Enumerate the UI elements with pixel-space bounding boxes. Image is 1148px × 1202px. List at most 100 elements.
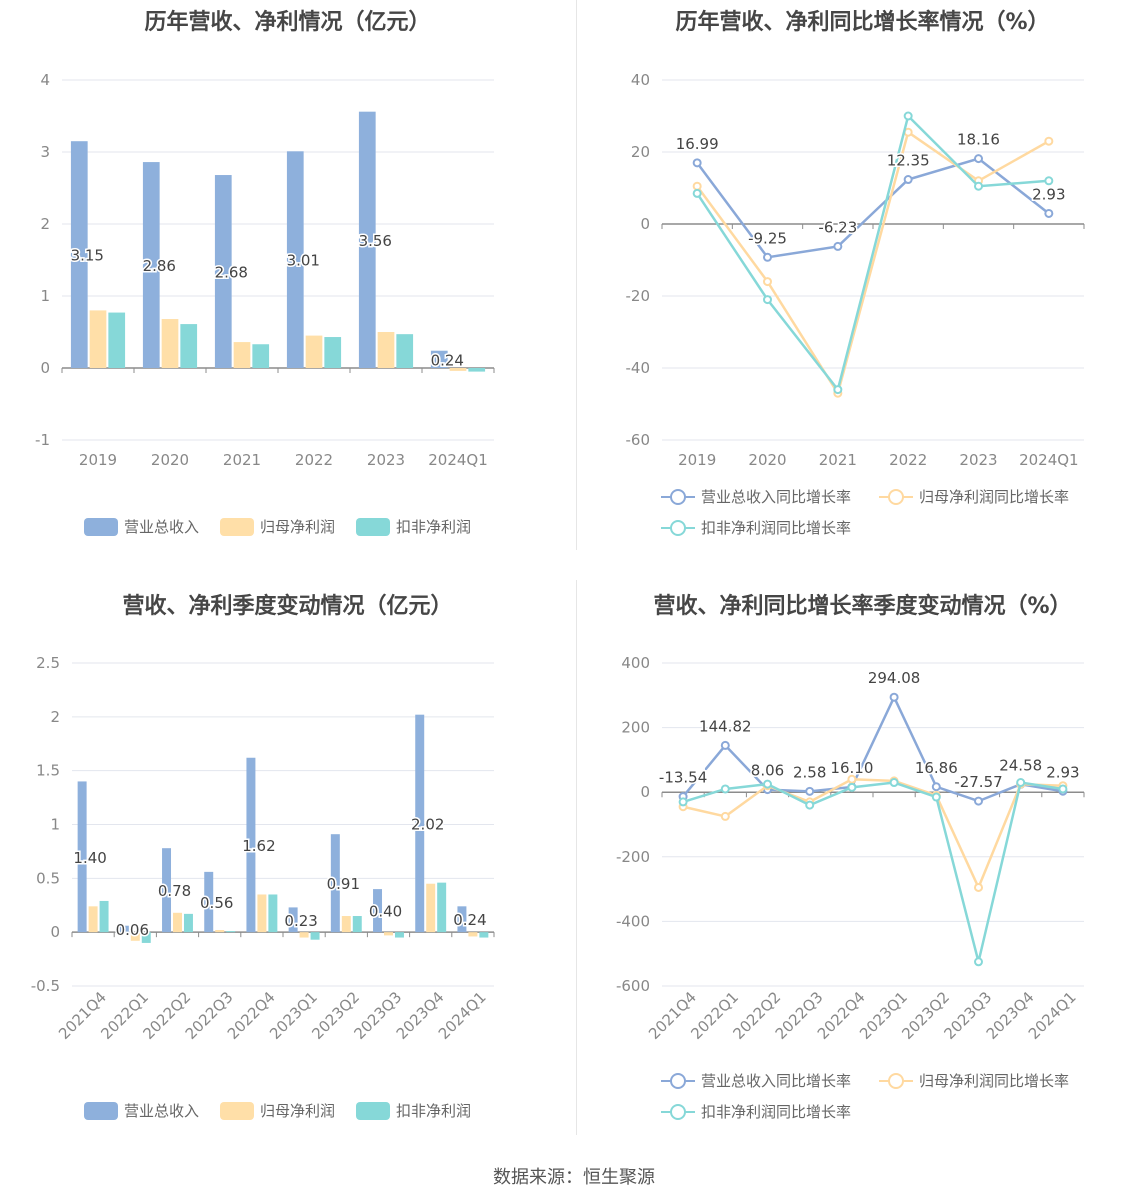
data-point — [903, 175, 913, 185]
x-tick-label: 2019 — [678, 451, 716, 469]
data-label: 2.86 — [143, 257, 176, 275]
data-point — [931, 792, 941, 802]
bar-net-profit — [468, 932, 478, 937]
data-label: 1.40 — [73, 849, 106, 867]
data-point — [1044, 136, 1054, 146]
legend-swatch — [879, 488, 913, 506]
bar-net-profit — [449, 368, 467, 371]
chart-title: 营收、净利季度变动情况（亿元） — [122, 594, 453, 619]
legend-label: 归母净利润同比增长率 — [919, 488, 1070, 506]
y-tick-label: -600 — [616, 977, 650, 995]
legend-item-revenue[interactable]: 营业总收入 — [84, 516, 199, 537]
bar-net-profit — [161, 319, 179, 368]
data-point — [833, 385, 843, 395]
data-label: 1.62 — [242, 837, 275, 855]
y-tick-label: -200 — [616, 848, 650, 866]
legend-item-revenue[interactable]: 营业总收入 — [84, 1100, 199, 1121]
legend-swatch — [220, 1101, 254, 1120]
bar-deducted-profit — [180, 324, 198, 368]
x-tick-label: 2021 — [819, 451, 857, 469]
y-tick-label: 0 — [50, 923, 60, 941]
legend-label: 归母净利润 — [260, 1102, 336, 1120]
data-label: 294.08 — [868, 669, 921, 687]
bar-revenue — [119, 925, 129, 933]
bar-deducted-profit — [226, 931, 236, 933]
bar-revenue — [358, 111, 376, 369]
legend-swatch — [84, 517, 118, 536]
legend-item-net-profit[interactable]: 归母净利润 — [220, 1100, 335, 1121]
bar-revenue — [457, 906, 467, 933]
y-tick-label: 20 — [631, 143, 650, 161]
legend-item-net-profit[interactable]: 归母净利润 — [220, 516, 335, 537]
bar-net-profit — [377, 332, 395, 368]
bar-net-profit — [130, 932, 140, 941]
y-tick-label: 3 — [40, 143, 50, 161]
data-point — [1058, 784, 1068, 794]
data-point — [889, 778, 899, 788]
legend-item-deducted-profit-growth[interactable]: 扣非净利润同比增长率 — [661, 1101, 851, 1122]
chart-svg-quarterly-revenue-profit: -0.500.511.522.52021Q42022Q12022Q22022Q3… — [31, 654, 495, 1043]
legend-item-net-profit-growth[interactable]: 归母净利润同比增长率 — [879, 1070, 1069, 1091]
legend-label: 营业总收入同比增长率 — [701, 488, 852, 506]
data-label: 2.02 — [411, 815, 444, 833]
legend-swatch — [661, 488, 695, 506]
y-tick-label: 400 — [621, 654, 650, 672]
data-label: 16.86 — [915, 759, 958, 777]
chart-legend: 营业总收入 归母净利润 扣非净利润 — [0, 1100, 575, 1130]
series-line-0 — [696, 157, 1050, 259]
legend-swatch — [356, 517, 390, 536]
bar-deducted-profit — [141, 932, 151, 943]
data-label: 2.93 — [1032, 185, 1065, 203]
legend-swatch — [220, 517, 254, 536]
bar-net-profit — [257, 894, 267, 933]
data-label: 8.06 — [751, 762, 784, 780]
chart-legend: 营业总收入同比增长率 归母净利润同比增长率 扣非净利润同比增长率 — [577, 486, 1148, 546]
series-line-1 — [682, 778, 1063, 891]
x-tick-label: 2020 — [748, 451, 786, 469]
bar-deducted-profit — [183, 913, 193, 933]
data-label: 0.40 — [369, 903, 402, 921]
y-tick-label: 1.5 — [36, 762, 60, 780]
data-point — [1016, 778, 1026, 788]
chart-title: 历年营收、净利情况（亿元） — [144, 10, 431, 35]
bar-net-profit — [88, 906, 98, 933]
data-point — [720, 784, 730, 794]
series-line-1 — [696, 130, 1050, 397]
data-label: 12.35 — [887, 152, 930, 170]
legend-item-revenue-growth[interactable]: 营业总收入同比增长率 — [661, 486, 851, 507]
bar-revenue — [204, 871, 214, 933]
bar-revenue — [430, 350, 448, 368]
bar-net-profit — [384, 932, 393, 936]
bar-deducted-profit — [479, 932, 489, 938]
legend-item-deducted-profit[interactable]: 扣非净利润 — [356, 516, 471, 537]
data-label: 0.24 — [453, 911, 486, 929]
data-label: 0.24 — [431, 351, 464, 369]
chart-panel-quarterly-revenue-profit: 营收、净利季度变动情况（亿元） -0.5 0 0.5 1 1.5 2 2.5 2021Q4 20… — [0, 580, 575, 1140]
legend-label: 扣非净利润 — [396, 1102, 472, 1120]
data-point — [974, 154, 983, 164]
bar-revenue — [142, 162, 160, 368]
bar-deducted-profit — [468, 368, 486, 372]
chart-svg-quarterly-growth: -600-400-20002004002021Q42022Q12022Q2202… — [616, 654, 1085, 1043]
legend-item-net-profit-growth[interactable]: 归母净利润同比增长率 — [879, 486, 1069, 507]
data-point — [805, 786, 815, 796]
data-label: 18.16 — [957, 131, 1000, 149]
legend-label: 扣非净利润 — [396, 518, 472, 536]
data-point — [1044, 176, 1054, 186]
data-point — [931, 782, 941, 792]
y-tick-label: -400 — [616, 912, 650, 930]
bar-revenue — [214, 175, 232, 368]
legend-label: 扣非净利润同比增长率 — [701, 1103, 852, 1121]
y-tick-label: 40 — [631, 71, 650, 89]
data-point — [903, 111, 913, 121]
data-point — [805, 800, 815, 810]
legend-item-deducted-profit[interactable]: 扣非净利润 — [356, 1100, 471, 1121]
legend-item-revenue-growth[interactable]: 营业总收入同比增长率 — [661, 1070, 851, 1091]
data-label: -9.25 — [748, 229, 787, 247]
bar-deducted-profit — [99, 900, 109, 933]
y-tick-label: 2 — [50, 708, 60, 726]
legend-item-deducted-profit-growth[interactable]: 扣非净利润同比增长率 — [661, 517, 851, 538]
bar-net-profit — [305, 335, 323, 368]
bar-deducted-profit — [108, 312, 126, 368]
bar-deducted-profit — [396, 334, 414, 368]
